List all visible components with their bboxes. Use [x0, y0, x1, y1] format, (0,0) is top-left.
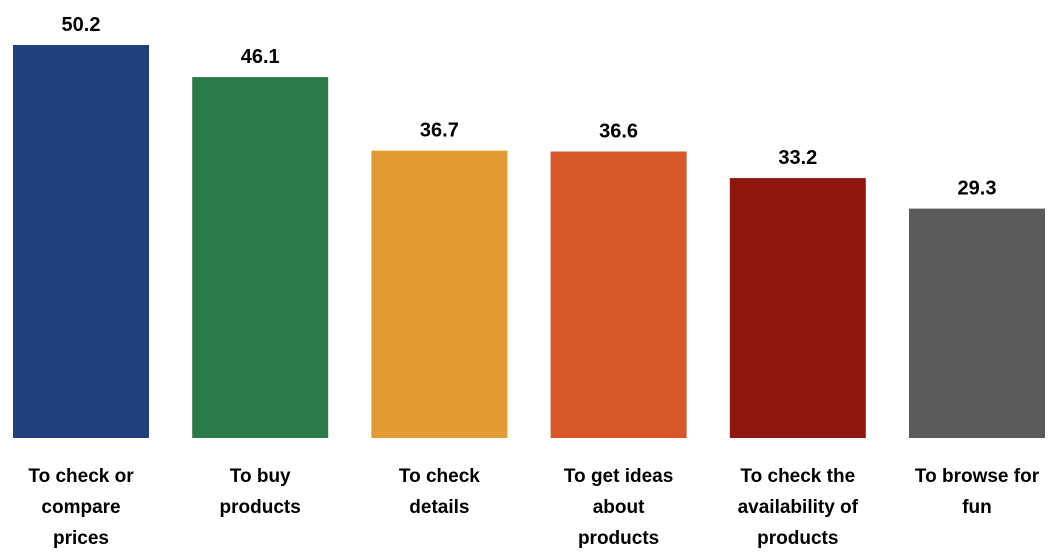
category-label-0: To check or compare prices [28, 466, 134, 549]
category-label-1-line-0: To buy [230, 466, 291, 487]
category-label-4-line-1: availability of [738, 497, 859, 518]
category-label-2-line-0: To check [399, 466, 480, 487]
category-label-3-line-1: about [593, 497, 645, 518]
category-label-1: To buy products [220, 466, 301, 518]
bars [13, 45, 1045, 438]
bar-2 [371, 150, 508, 438]
value-label-3: 36.6 [599, 121, 638, 143]
category-label-2: To check details [399, 466, 480, 518]
category-label-4-line-2: products [757, 528, 838, 549]
category-label-5-line-0: To browse for [915, 466, 1040, 487]
category-label-0-line-2: prices [53, 528, 109, 549]
category-label-1-line-1: products [220, 497, 301, 518]
category-label-3-line-2: products [578, 528, 659, 549]
value-label-0: 50.2 [62, 14, 101, 36]
value-label-4: 33.2 [778, 147, 817, 169]
bar-0 [13, 45, 149, 438]
bar-5 [909, 208, 1045, 438]
bar-4 [729, 178, 866, 438]
category-label-5-line-1: fun [962, 497, 992, 518]
value-label-2: 36.7 [420, 120, 459, 142]
category-label-0-line-0: To check or [28, 466, 134, 487]
category-label-5: To browse for fun [915, 466, 1040, 518]
value-label-1: 46.1 [241, 46, 280, 68]
category-label-4-line-0: To check the [740, 466, 855, 487]
category-label-0-line-1: compare [41, 497, 120, 518]
bar-1 [192, 77, 329, 438]
value-labels: 50.2 46.1 36.7 36.6 33.2 29.3 [62, 14, 997, 200]
bar-3 [550, 151, 687, 438]
category-label-3: To get ideas about products [564, 466, 673, 549]
category-label-3-line-0: To get ideas [564, 466, 673, 487]
value-label-5: 29.3 [958, 178, 997, 200]
category-label-4: To check the availability of products [738, 466, 859, 549]
category-label-2-line-1: details [409, 497, 469, 518]
